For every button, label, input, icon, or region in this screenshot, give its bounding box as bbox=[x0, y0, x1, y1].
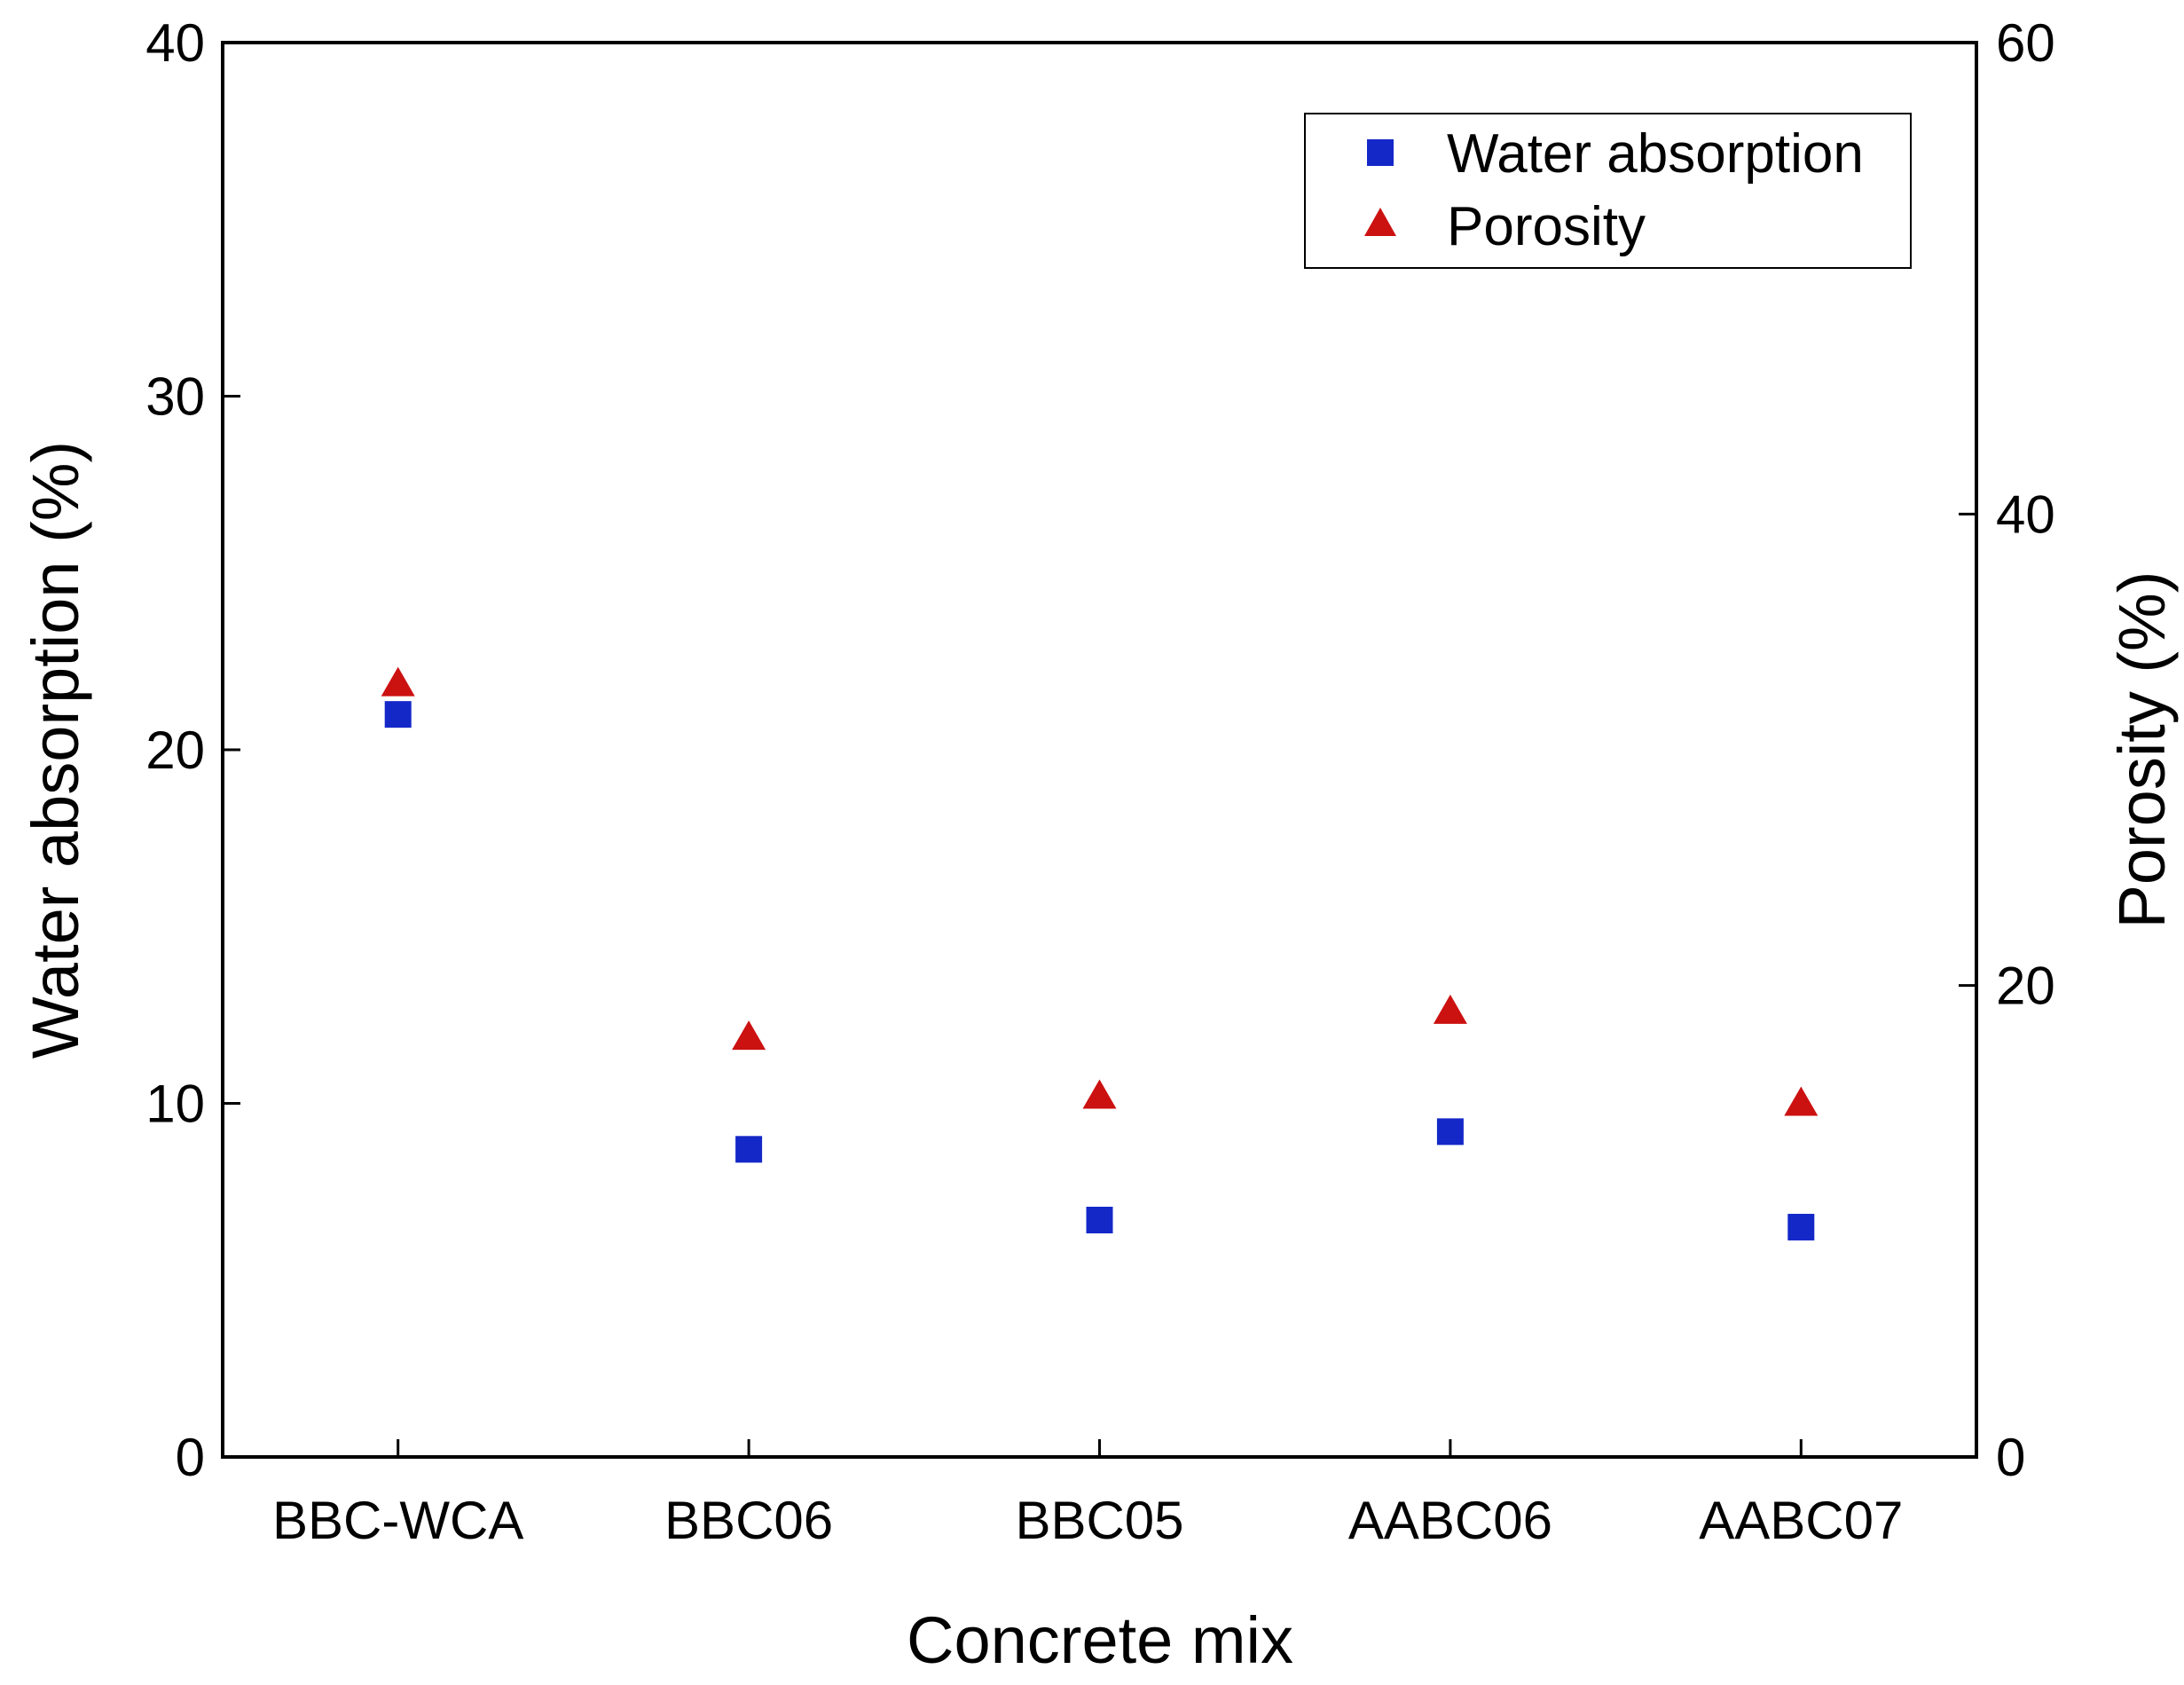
y-tick-label: 30 bbox=[145, 367, 205, 427]
marks-layer bbox=[381, 666, 1819, 1240]
x-tick-label: AABC06 bbox=[1348, 1491, 1552, 1550]
porosity-point bbox=[1082, 1079, 1117, 1109]
water-absorption-point bbox=[1787, 1213, 1815, 1240]
porosity-point bbox=[732, 1020, 766, 1051]
y2-axis-title: Porosity (%) bbox=[2105, 571, 2179, 929]
water-absorption-point bbox=[1436, 1118, 1464, 1146]
x-tick-label: AABC07 bbox=[1699, 1491, 1903, 1550]
water-absorption-point bbox=[735, 1136, 763, 1163]
y2-tick-label: 0 bbox=[1996, 1428, 2025, 1487]
y2-tick-label: 60 bbox=[1996, 13, 2055, 73]
porosity-point bbox=[1433, 994, 1467, 1024]
porosity-point bbox=[381, 666, 415, 697]
y-tick-label: 40 bbox=[145, 13, 205, 73]
y2-tick-label: 20 bbox=[1996, 957, 2055, 1016]
y-tick-label: 0 bbox=[176, 1428, 205, 1487]
legend-marker-porosity bbox=[1364, 208, 1396, 236]
legend-marker-water-absorption bbox=[1367, 139, 1394, 166]
y-tick-label: 20 bbox=[145, 720, 205, 780]
x-tick-label: BBC05 bbox=[1015, 1491, 1183, 1550]
ticks-layer: 0 10 20 30 40 0 20 40 60 BBC-WCA BBC06 BBC05 AABC06 A… bbox=[145, 13, 2055, 1550]
porosity-point bbox=[1784, 1086, 1819, 1116]
water-absorption-point bbox=[384, 701, 412, 728]
y-axis-title: Water absorption (%) bbox=[19, 441, 92, 1059]
x-tick-label: BBC06 bbox=[664, 1491, 833, 1550]
legend-box bbox=[1304, 113, 1912, 269]
y-tick-label: 10 bbox=[145, 1075, 205, 1134]
legend: Water absorption Porosity bbox=[1304, 113, 1912, 269]
legend-label-water-absorption: Water absorption bbox=[1447, 123, 1864, 185]
x-tick-label: BBC-WCA bbox=[272, 1491, 523, 1550]
water-absorption-point bbox=[1086, 1207, 1113, 1234]
legend-label-porosity: Porosity bbox=[1447, 196, 1646, 257]
y2-tick-label: 40 bbox=[1996, 484, 2055, 544]
x-axis-title: Concrete mix bbox=[907, 1603, 1293, 1677]
